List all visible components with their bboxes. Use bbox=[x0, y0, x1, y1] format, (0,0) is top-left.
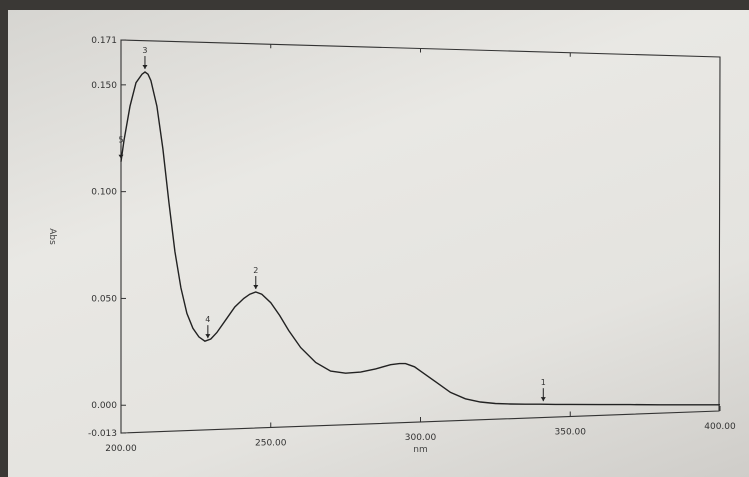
peak-arrowhead bbox=[142, 65, 148, 70]
peak-arrowhead bbox=[253, 285, 259, 290]
y-tick-label: 0.171 bbox=[91, 36, 117, 46]
peak-label: 1 bbox=[541, 378, 546, 387]
y-tick-label: -0.013 bbox=[88, 429, 117, 439]
y-tick-label: 0.050 bbox=[91, 294, 117, 304]
peak-arrowhead bbox=[205, 334, 211, 339]
peak-label: 3 bbox=[142, 46, 147, 55]
x-tick-label: 250.00 bbox=[255, 439, 287, 449]
y-tick-label: 0.150 bbox=[91, 81, 117, 91]
y-tick-label: 0.100 bbox=[91, 188, 117, 198]
series-group bbox=[120, 71, 720, 406]
x-axis: 200.00 250.00 300.00 350.00 400.00 bbox=[105, 40, 736, 454]
peak-label: 5 bbox=[118, 136, 123, 145]
y-tick-label: 0.000 bbox=[91, 401, 117, 411]
monitor-screen: 0.171 0.150 0.100 0.050 0.000 -0.013 200.00 25… bbox=[8, 10, 749, 477]
peak-markers: 3 4 2 1 5 bbox=[118, 46, 546, 402]
y-axis: 0.171 0.150 0.100 0.050 0.000 -0.013 bbox=[88, 36, 126, 439]
peak-arrowhead bbox=[540, 397, 546, 402]
plot-border bbox=[120, 39, 721, 434]
y-axis-title: Abs bbox=[47, 228, 57, 245]
peak-arrowhead bbox=[118, 154, 124, 159]
x-tick-label: 350.00 bbox=[555, 428, 587, 438]
spectrum-line bbox=[120, 71, 720, 406]
x-axis-title: nm bbox=[413, 445, 427, 455]
x-tick-label: 300.00 bbox=[405, 433, 437, 443]
plot-frame bbox=[120, 39, 721, 434]
peak-label: 2 bbox=[253, 266, 258, 275]
peak-label: 4 bbox=[205, 315, 210, 324]
x-tick-label: 400.00 bbox=[704, 422, 736, 432]
x-tick-label: 200.00 bbox=[105, 444, 137, 454]
